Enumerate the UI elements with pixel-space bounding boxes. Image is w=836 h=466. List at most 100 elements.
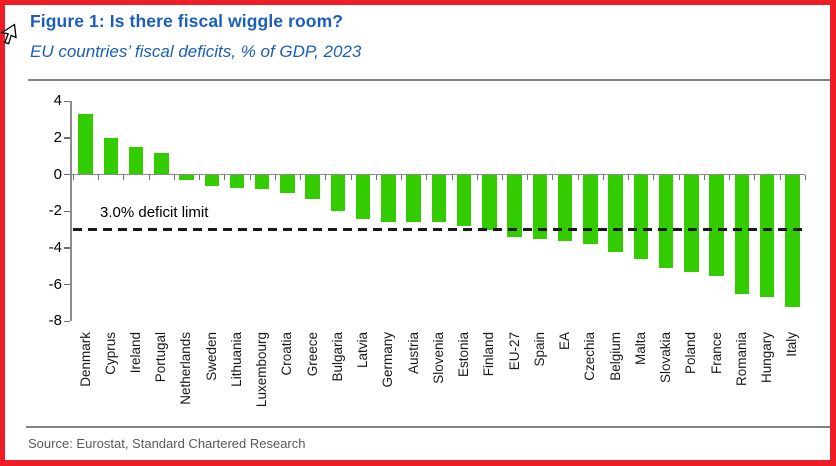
y-axis-tick [64, 320, 70, 323]
y-axis-line [70, 101, 72, 322]
bar-germany [381, 174, 396, 223]
x-axis-tick [401, 175, 403, 180]
x-axis-label: EU-27 [506, 332, 522, 371]
bar-sweden [204, 174, 219, 186]
bar-finland [482, 174, 497, 230]
x-axis-tick [123, 175, 125, 180]
y-axis-tick [64, 173, 70, 176]
mouse-cursor-icon [0, 23, 17, 45]
x-axis-label: Malta [632, 332, 648, 366]
zero-axis-line [70, 173, 805, 176]
y-axis-tick [64, 210, 70, 213]
x-axis-label: Belgium [607, 332, 623, 381]
footer-divider [26, 426, 830, 428]
x-axis-tick [804, 175, 806, 180]
y-axis-label: -8 [48, 312, 62, 330]
x-axis-tick [527, 175, 529, 180]
x-axis-tick [678, 175, 680, 180]
x-axis-label: France [708, 332, 724, 375]
bar-hungary [759, 174, 775, 298]
x-axis-label: Lithuania [228, 332, 244, 387]
source-note: Source: Eurostat, Standard Chartered Res… [28, 436, 306, 451]
y-axis-label: -4 [48, 239, 62, 257]
bar-ireland [128, 147, 144, 175]
x-axis-label: Italy [784, 332, 800, 357]
bar-estonia [456, 174, 472, 226]
x-axis-label: Sweden [203, 332, 219, 381]
bar-romania [734, 174, 750, 294]
x-axis-label: Cyprus [102, 332, 118, 375]
x-axis-label: Portugal [153, 332, 169, 383]
x-axis-tick [173, 175, 175, 180]
bar-portugal [154, 152, 169, 175]
x-axis-label: Greece [304, 332, 320, 377]
x-axis-label: Croatia [279, 332, 295, 376]
x-axis-tick [249, 175, 251, 180]
x-axis-label: Romania [733, 332, 749, 387]
bar-latvia [355, 174, 371, 219]
x-axis-tick [779, 175, 781, 180]
x-axis-label: Latvia [355, 332, 371, 369]
x-axis-label: Ireland [128, 332, 143, 374]
bar-eu-27 [507, 174, 522, 237]
bar-cyprus [103, 138, 119, 175]
bar-luxembourg [254, 174, 270, 190]
y-axis-tick [64, 100, 70, 103]
deficit-limit-annotation: 3.0% deficit limit [100, 204, 209, 221]
x-axis-tick [199, 175, 201, 180]
header-divider [28, 79, 831, 81]
x-axis-label: EA [557, 332, 573, 351]
bar-malta [633, 174, 649, 259]
bar-spain [532, 174, 548, 239]
bar-denmark [78, 114, 93, 175]
x-axis-label: Netherlands [178, 332, 194, 405]
x-axis-label: Austria [405, 332, 421, 375]
x-axis-label: Slovakia [658, 332, 674, 384]
y-axis-label: 4 [53, 92, 62, 110]
bar-lithuania [229, 174, 245, 188]
bar-greece [305, 174, 320, 199]
x-axis-label: Slovenia [430, 332, 446, 384]
y-axis-tick [64, 283, 70, 286]
x-axis-label: Denmark [77, 332, 93, 387]
x-axis-tick [628, 175, 630, 180]
bar-france [709, 174, 724, 276]
x-axis-tick [451, 175, 453, 180]
bar-croatia [280, 174, 295, 194]
x-axis-tick [602, 175, 604, 180]
x-axis-label: Luxembourg [254, 332, 270, 408]
x-axis-tick [729, 175, 731, 180]
x-axis-tick [98, 175, 100, 180]
bar-belgium [608, 174, 623, 252]
x-axis-tick [325, 175, 327, 180]
deficit-limit-line [72, 228, 805, 232]
x-axis-label: Poland [683, 332, 699, 375]
y-axis-tick [64, 247, 70, 249]
bar-czechia [583, 174, 598, 245]
x-axis-label: Spain [531, 332, 547, 367]
bar-slovenia [431, 174, 447, 223]
figure-subtitle: EU countries’ fiscal deficits, % of GDP,… [30, 42, 362, 61]
bar-ea [557, 174, 573, 241]
y-axis-tick [64, 137, 70, 139]
x-axis-tick [577, 175, 579, 180]
bar-poland [684, 174, 699, 272]
bar-bulgaria [330, 174, 346, 212]
x-axis-tick [72, 175, 74, 180]
x-axis-label: Finland [481, 332, 497, 377]
bar-austria [406, 174, 421, 223]
x-axis-tick [501, 175, 503, 180]
x-axis-tick [703, 175, 705, 180]
x-axis-tick [426, 175, 428, 180]
x-axis-label: Bulgaria [329, 332, 345, 382]
bar-slovakia [658, 174, 674, 269]
y-axis-label: -6 [48, 275, 62, 293]
x-axis-tick [754, 175, 756, 180]
x-axis-label: Estonia [456, 332, 472, 378]
y-axis-label: 0 [53, 165, 62, 183]
x-axis-tick [350, 175, 352, 180]
x-axis-tick [148, 175, 150, 180]
figure-title: Figure 1: Is there fiscal wiggle room? [30, 11, 344, 31]
